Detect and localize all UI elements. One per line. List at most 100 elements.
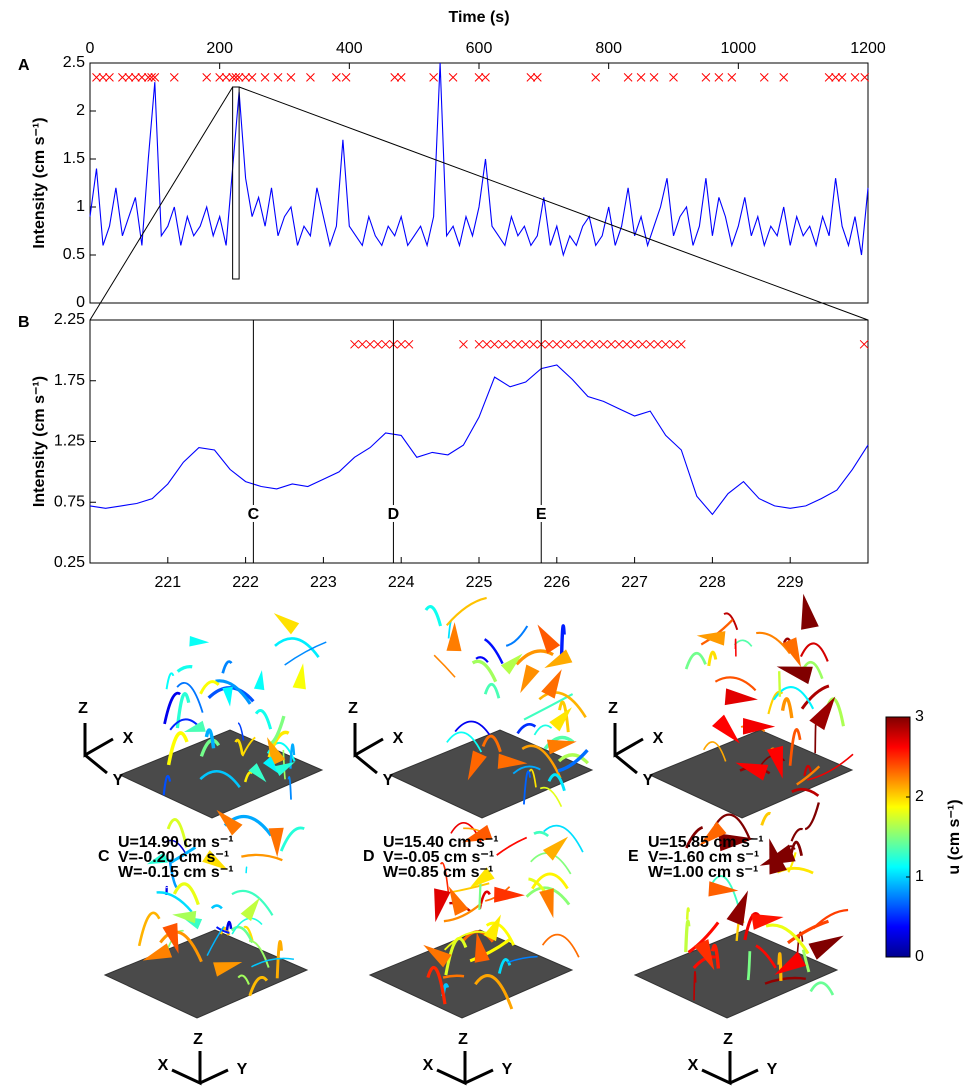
x-tick-label: 223 — [310, 574, 337, 591]
velocity-cone — [698, 821, 727, 847]
streamline — [483, 638, 504, 665]
x-tick-label: 221 — [154, 574, 181, 591]
colorbar-tick-label: 3 — [915, 708, 924, 725]
event-marker — [350, 339, 359, 349]
data-line — [89, 364, 869, 516]
streamline — [199, 680, 220, 695]
streamline — [780, 697, 794, 719]
velocity-cone — [769, 838, 787, 875]
colorbar-tick-label: 1 — [915, 868, 924, 885]
velocity-cone — [774, 951, 807, 975]
event-marker — [521, 339, 531, 349]
streamline — [451, 882, 490, 894]
event-marker — [118, 73, 127, 82]
velocity-cone — [189, 635, 210, 647]
velocity-cone — [801, 593, 819, 630]
streamline — [221, 660, 233, 674]
event-marker — [676, 339, 686, 349]
streamline — [243, 925, 254, 942]
event-marker — [497, 339, 507, 349]
flow-velocity: V=-1.60 cm s⁻¹ — [648, 849, 759, 866]
velocity-cone — [541, 669, 562, 699]
velocity-cone — [268, 827, 284, 858]
velocity-cone — [724, 688, 758, 706]
streamline — [165, 839, 186, 853]
streamline — [165, 672, 175, 690]
x-tick-label: 224 — [388, 574, 415, 591]
streamline — [289, 743, 296, 769]
velocity-cone — [751, 913, 784, 930]
y-tick-label: 1.25 — [54, 433, 85, 450]
axis-glyph-label: X — [423, 1057, 434, 1074]
axis-glyph-label: Z — [458, 1031, 468, 1048]
event-marker — [532, 73, 542, 82]
streamline — [469, 937, 513, 963]
velocity-cone — [500, 653, 523, 675]
velocity-cone — [537, 624, 561, 654]
axis-glyph-label: Y — [767, 1061, 778, 1078]
velocity-cone — [483, 914, 501, 942]
event-marker — [381, 339, 390, 349]
flow-rendering — [137, 809, 305, 997]
data-line — [89, 62, 869, 258]
streamline — [803, 765, 813, 777]
x-tick-label: 1200 — [850, 40, 886, 57]
streamline — [547, 773, 566, 792]
event-marker — [859, 339, 869, 349]
event-marker — [247, 73, 257, 82]
y-tick-label: 1 — [76, 198, 85, 215]
velocity-cone — [172, 910, 197, 924]
velocity-cone — [274, 761, 295, 777]
streamline — [685, 907, 690, 920]
streamline — [778, 671, 782, 697]
flow-rendering — [684, 593, 854, 797]
velocity-cone — [262, 756, 280, 775]
event-marker — [661, 339, 671, 349]
event-marker — [341, 73, 351, 82]
event-marker — [669, 73, 678, 82]
panel-label: E — [628, 848, 639, 865]
streamline — [497, 958, 512, 974]
streamline — [723, 612, 739, 631]
event-marker — [529, 339, 538, 349]
event-marker — [526, 73, 536, 82]
event-marker — [505, 339, 515, 349]
x-tick-label: 229 — [777, 574, 804, 591]
velocity-cone — [776, 666, 813, 685]
velocity-cone — [808, 935, 844, 960]
colorbar-tick-label: 2 — [915, 788, 924, 805]
x-tick-label: 200 — [206, 40, 233, 57]
streamline — [516, 723, 537, 735]
velocity-cone — [497, 753, 528, 769]
streamline — [543, 824, 584, 853]
streamline — [162, 774, 172, 796]
streamline — [485, 921, 515, 946]
streamline — [279, 826, 305, 852]
event-marker — [286, 73, 296, 82]
x-tick-label: 400 — [336, 40, 363, 57]
event-marker — [137, 73, 147, 82]
streamline — [166, 818, 188, 848]
velocity-cone — [494, 886, 525, 903]
streamline — [243, 771, 254, 783]
y-tick-label: 0 — [76, 294, 85, 311]
event-marker — [606, 339, 616, 349]
event-marker — [459, 339, 468, 349]
event-marker — [575, 339, 585, 349]
event-marker — [759, 73, 769, 82]
axis-glyph-label: Y — [502, 1061, 513, 1078]
streamline — [790, 827, 804, 842]
zoom-box — [232, 86, 240, 280]
event-marker — [482, 339, 492, 349]
streamline — [764, 976, 806, 985]
streamline — [512, 765, 541, 775]
streamline — [225, 920, 233, 931]
streamline — [505, 625, 529, 647]
event-marker — [622, 339, 632, 349]
streamline — [471, 659, 498, 683]
streamline — [531, 872, 569, 890]
axis-glyph-label: Z — [608, 700, 618, 717]
streamline — [804, 802, 820, 831]
velocity-cone — [708, 881, 739, 897]
